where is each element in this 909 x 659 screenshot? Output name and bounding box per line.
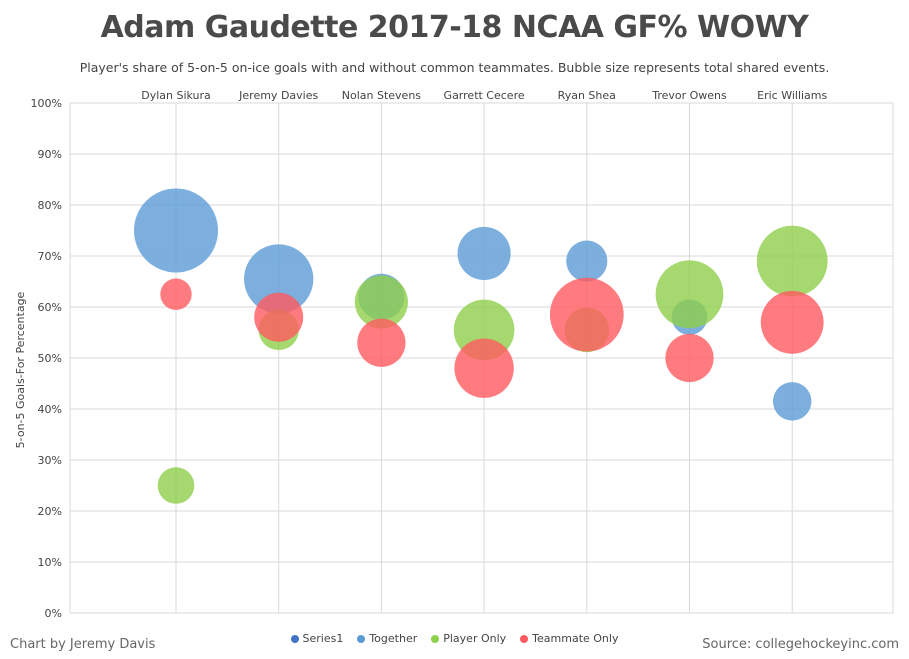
legend-item: Teammate Only	[520, 632, 618, 645]
y-tick-label: 20%	[38, 505, 62, 518]
legend-swatch	[431, 634, 440, 643]
legend-label: Series1	[302, 632, 344, 645]
bubble-together	[244, 244, 314, 314]
category-labels: Dylan Sikura Jeremy Davies Nolan Stevens Ga…	[141, 89, 827, 102]
category-label: Jeremy Davies	[238, 89, 318, 102]
chart-subtitle: Player's share of 5-on-5 on-ice goals wi…	[79, 60, 830, 75]
category-label: Ryan Shea	[558, 89, 616, 102]
bubble-player-only	[756, 225, 828, 297]
category-label: Eric Williams	[757, 89, 827, 102]
chart-source: Source: collegehockeyinc.com	[702, 637, 899, 652]
y-tick-label: 50%	[38, 352, 62, 365]
bubble-together	[566, 240, 608, 282]
bubble-player-only	[157, 467, 195, 504]
legend-swatch	[520, 634, 529, 643]
bubble-teammate-only	[760, 290, 824, 354]
category-label: Nolan Stevens	[342, 89, 422, 102]
bubble-teammate-only	[357, 318, 406, 367]
category-label: Trevor Owens	[651, 89, 727, 102]
legend-label: Together	[369, 632, 418, 645]
y-tick-label: 80%	[38, 199, 62, 212]
bubble-together	[772, 382, 812, 421]
y-tick-label: 30%	[38, 454, 62, 467]
chart-credit: Chart by Jeremy Davis	[10, 637, 156, 652]
legend-swatch	[290, 634, 299, 643]
bubble-together	[457, 226, 511, 281]
legend-item: Series1	[290, 632, 344, 645]
y-tick-label: 70%	[38, 250, 62, 263]
bubble-teammate-only	[254, 292, 304, 342]
bubble-together	[134, 188, 218, 273]
y-axis-label: 5-on-5 Goals-For Percentage	[14, 291, 27, 448]
legend-swatch	[357, 634, 366, 643]
y-tick-label: 90%	[38, 148, 62, 161]
legend-label: Player Only	[443, 632, 507, 645]
plot-border	[69, 102, 894, 614]
legend-item: Together	[357, 632, 417, 645]
bubble-teammate-only	[665, 333, 714, 383]
y-tick-label: 0%	[45, 607, 62, 620]
category-label: Dylan Sikura	[141, 89, 211, 102]
y-tick-label: 100%	[31, 97, 62, 110]
y-tick-label: 40%	[38, 403, 62, 416]
bubble-player-only	[655, 260, 724, 329]
bubble-teammate-only	[454, 338, 514, 398]
legend-label: Teammate Only	[532, 632, 619, 645]
y-tick-label: 60%	[38, 301, 62, 314]
bubble-teammate-only	[549, 277, 624, 352]
bubble-teammate-only	[160, 278, 192, 310]
y-tick-label: 10%	[38, 556, 62, 569]
bubbles	[134, 188, 828, 504]
legend-item: Player Only	[431, 632, 506, 645]
y-tick-labels: 0% 10% 20% 30% 40% 50% 60% 70% 80% 90% 100%	[31, 97, 62, 620]
chart-title: Adam Gaudette 2017-18 NCAA GF% WOWY	[100, 10, 809, 45]
bubble-player-only	[354, 275, 408, 329]
legend: Series1 Together Player Only Teammate Only	[0, 632, 909, 645]
category-label: Garrett Cecere	[444, 89, 525, 102]
